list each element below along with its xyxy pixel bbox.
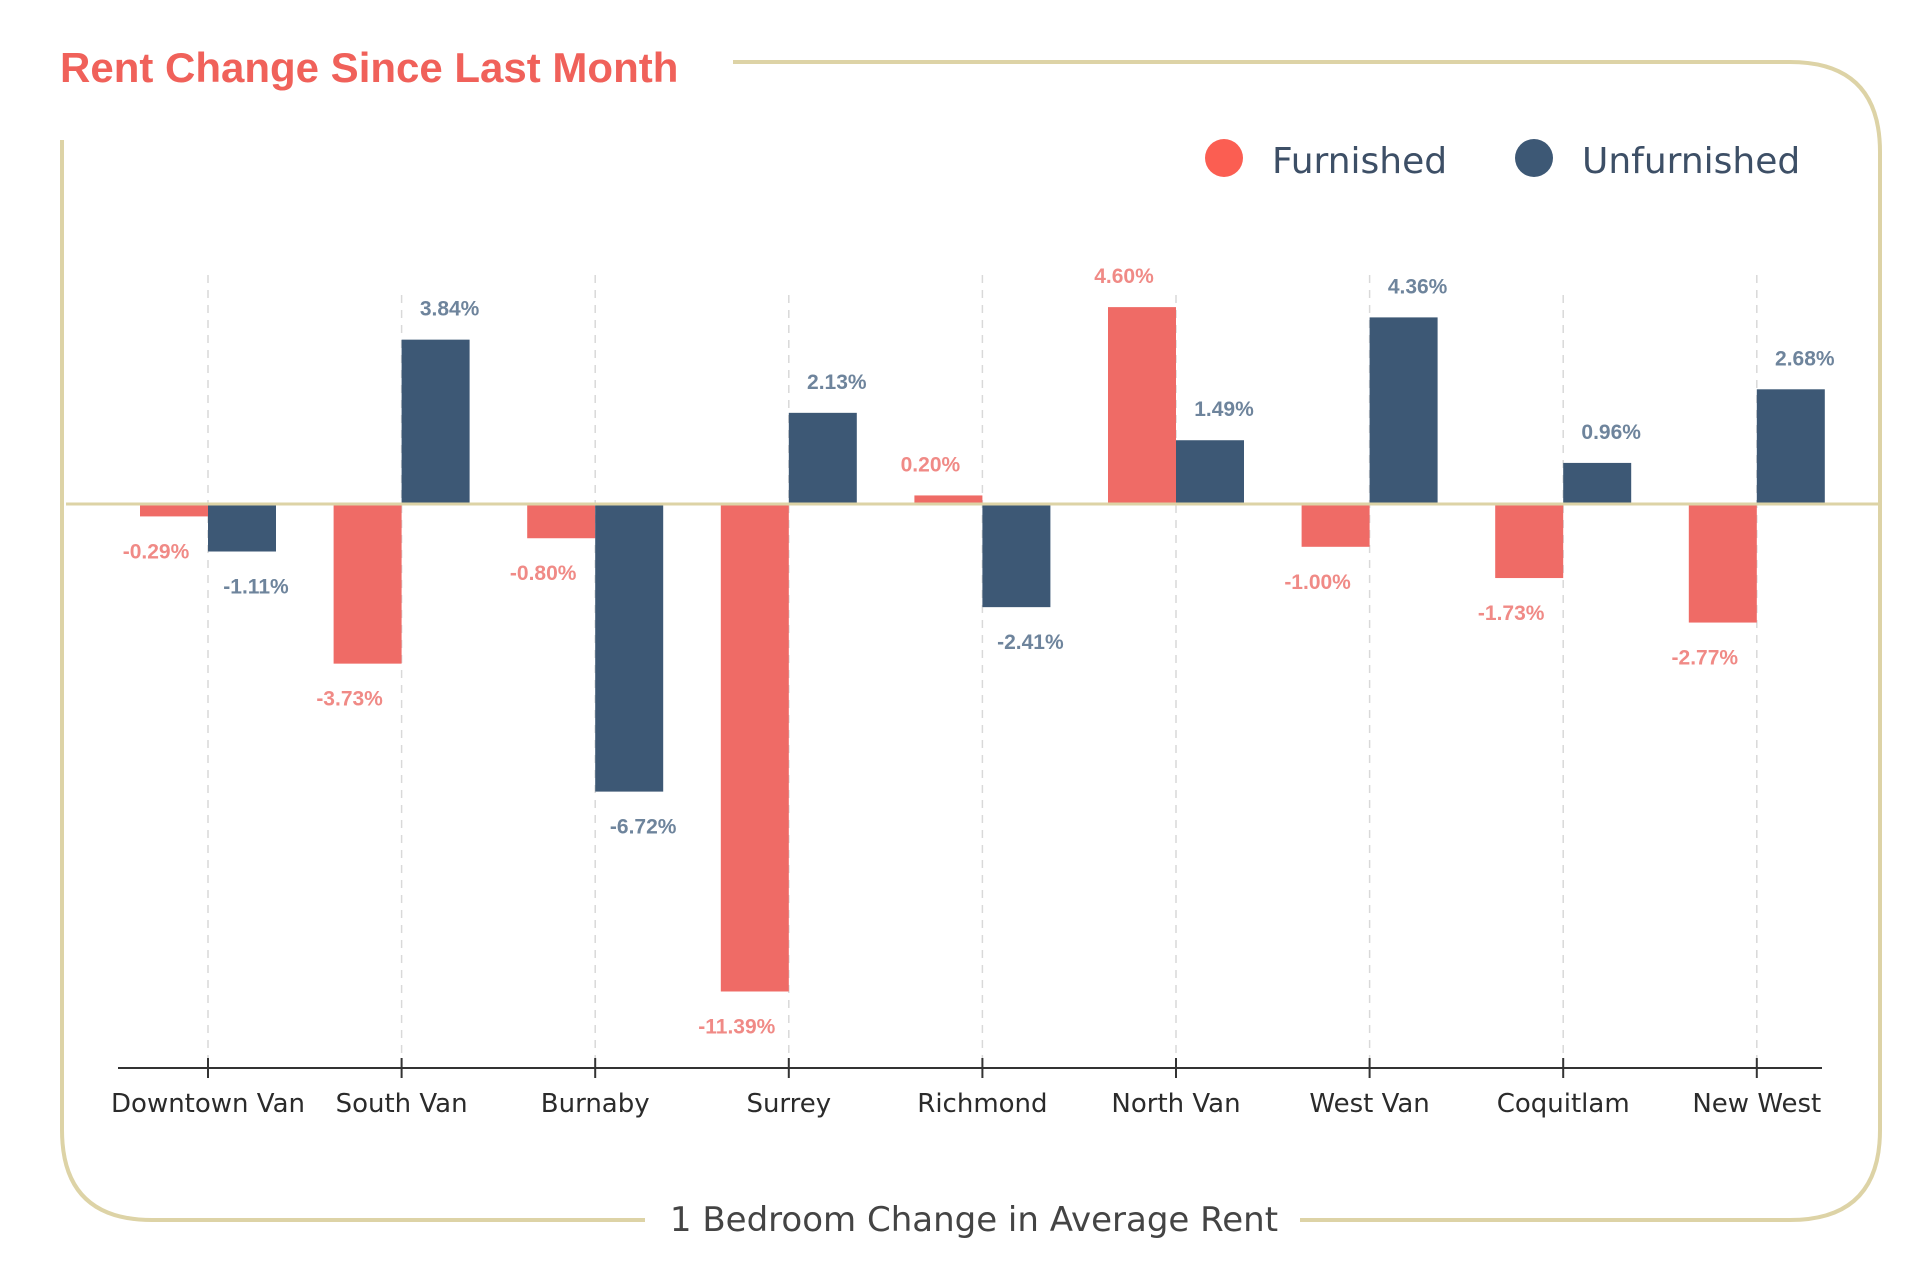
x-tick-label: Coquitlam — [1497, 1089, 1630, 1119]
chart-frame — [60, 60, 1882, 1222]
legend-unfurnished-label: Unfurnished — [1582, 141, 1800, 182]
data-label-unfurnished-7: 0.96% — [1581, 421, 1641, 444]
data-label-unfurnished-5: 1.49% — [1194, 398, 1254, 421]
chart-title: Rent Change Since Last Month — [60, 44, 678, 91]
data-label-unfurnished-2: -6.72% — [610, 816, 677, 839]
data-label-furnished-0: -0.29% — [123, 540, 190, 563]
data-label-furnished-5: 4.60% — [1094, 265, 1154, 288]
bar-furnished-2 — [527, 504, 596, 539]
x-tick-label: West Van — [1309, 1089, 1429, 1119]
x-tick-label: North Van — [1111, 1089, 1240, 1119]
bar-unfurnished-5 — [1176, 440, 1244, 504]
bar-unfurnished-8 — [1756, 389, 1825, 504]
x-tick-label: Burnaby — [541, 1089, 650, 1119]
bar-unfurnished-1 — [401, 339, 470, 504]
legend-furnished-swatch — [1205, 139, 1243, 177]
bar-furnished-7 — [1495, 504, 1564, 579]
legend: Furnished Unfurnished — [1205, 139, 1800, 182]
x-tick-label: Surrey — [746, 1089, 831, 1119]
data-label-furnished-8: -2.77% — [1672, 647, 1739, 670]
data-label-furnished-6: -1.00% — [1284, 571, 1351, 594]
data-label-unfurnished-4: -2.41% — [997, 631, 1064, 654]
bar-unfurnished-3 — [788, 412, 857, 504]
data-label-unfurnished-0: -1.11% — [223, 576, 289, 599]
bar-furnished-0 — [140, 504, 208, 517]
bar-unfurnished-2 — [595, 504, 664, 792]
bar-unfurnished-6 — [1369, 317, 1438, 504]
bar-furnished-5 — [1108, 307, 1176, 504]
bar-unfurnished-4 — [982, 504, 1051, 608]
x-tick-label: Downtown Van — [111, 1089, 305, 1119]
bar-furnished-3 — [720, 504, 789, 992]
bar-unfurnished-0 — [208, 504, 276, 552]
legend-unfurnished-swatch — [1515, 139, 1553, 177]
bar-unfurnished-7 — [1563, 462, 1632, 504]
data-label-furnished-1: -3.73% — [316, 688, 383, 711]
data-label-unfurnished-3: 2.13% — [807, 371, 867, 394]
x-tick-label: South Van — [336, 1089, 468, 1119]
bar-furnished-1 — [333, 504, 402, 664]
bar-furnished-8 — [1688, 504, 1757, 623]
chart-caption: 1 Bedroom Change in Average Rent — [670, 1200, 1278, 1240]
x-tick-label: New West — [1692, 1089, 1821, 1119]
bar-furnished-6 — [1301, 504, 1370, 547]
legend-furnished-label: Furnished — [1272, 141, 1447, 182]
plot-area: -0.29% -3.73% -0.80% -11.39% 0.20% 4.60% -1.00… — [66, 265, 1880, 1119]
data-label-unfurnished-6: 4.36% — [1388, 275, 1448, 298]
data-label-unfurnished-8: 2.68% — [1775, 347, 1835, 370]
data-label-furnished-4: 0.20% — [901, 453, 961, 476]
x-tick-label: Richmond — [917, 1089, 1047, 1119]
data-label-unfurnished-1: 3.84% — [420, 298, 480, 321]
data-label-furnished-7: -1.73% — [1478, 602, 1545, 625]
data-label-furnished-3: -11.39% — [698, 1015, 775, 1038]
bar-furnished-4 — [914, 495, 983, 504]
data-label-furnished-2: -0.80% — [510, 562, 577, 585]
